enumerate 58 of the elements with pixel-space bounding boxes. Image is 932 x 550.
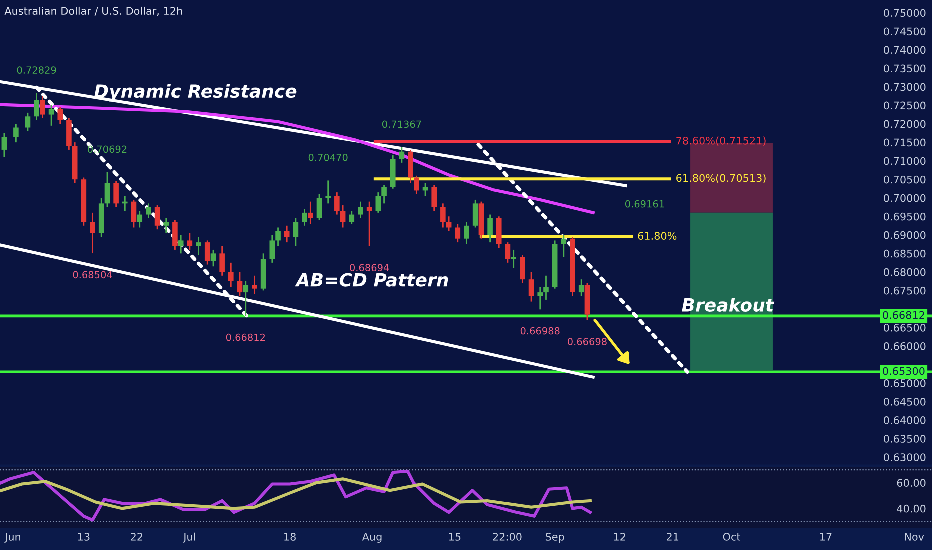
series-label: 78.60%(0.71521) — [676, 136, 766, 146]
y-tick-label: 0.64000 — [884, 416, 926, 424]
y-tick-label: 0.75000 — [884, 9, 926, 18]
x-tick-label: 12 — [614, 533, 626, 541]
y-tick-label: 0.72000 — [884, 120, 926, 128]
y-tick-label: 0.67500 — [884, 286, 926, 295]
y-tick-label: 40.00 — [897, 504, 926, 513]
x-tick-label: Jul — [183, 532, 196, 543]
annotation: 0.66812 — [226, 334, 266, 342]
annotation: 0.68504 — [73, 271, 112, 279]
y-tick-label: 0.68500 — [884, 250, 926, 258]
x-tick-label: Sep — [546, 533, 564, 543]
annotation: Breakout — [682, 298, 775, 312]
annotation: 0.72829 — [17, 66, 56, 74]
x-tick-label: 17 — [820, 533, 832, 541]
annotation: Dynamic Resistance — [94, 84, 297, 102]
y-tick-label: 0.65000 — [884, 380, 926, 388]
y-tick-label: 0.73500 — [884, 64, 926, 73]
y-tick-label: 0.72500 — [884, 102, 926, 110]
y-tick-label: 0.71500 — [884, 138, 926, 147]
x-tick-label: 22 — [131, 533, 143, 541]
y-tick-label: 0.64500 — [884, 398, 926, 406]
annotation: 0.69161 — [625, 200, 664, 208]
y-tick-label: 60.00 — [897, 479, 926, 488]
x-tick-label: 22:00 — [493, 533, 522, 541]
x-tick-label: 18 — [284, 533, 296, 541]
y-tick-label: 0.68000 — [884, 268, 926, 276]
annotation: 0.70692 — [88, 146, 127, 154]
y-tick-label: 0.66500 — [884, 324, 926, 332]
ref-line-label: 0.66812 — [883, 311, 924, 320]
series-label: 61.80% — [638, 232, 677, 240]
x-tick-label: Oct — [723, 533, 741, 541]
annotation: 0.71367 — [382, 120, 422, 128]
x-tick-label: Jun — [4, 533, 21, 543]
annotation: 0.66988 — [520, 327, 560, 335]
x-tick-label: Aug — [362, 533, 382, 543]
y-tick-label: 0.70000 — [884, 194, 926, 202]
annotation: 0.70470 — [308, 154, 348, 162]
x-tick-label: 15 — [449, 533, 461, 541]
y-tick-label: 0.63500 — [884, 435, 926, 443]
annotation: AB=CD Pattern — [295, 273, 448, 287]
annotation: 0.66698 — [568, 338, 607, 346]
ref-line-label: 0.65300 — [883, 367, 925, 376]
series-label: 61.80%(0.70513) — [676, 174, 766, 184]
y-tick-label: 0.71000 — [884, 157, 926, 166]
y-tick-label: 0.70500 — [884, 176, 926, 184]
x-tick-label: Nov — [905, 533, 924, 541]
y-tick-label: 0.74500 — [884, 28, 926, 36]
y-tick-label: 0.74000 — [884, 46, 926, 54]
y-tick-label: 0.63000 — [884, 454, 926, 462]
text: Australian Dollar / U.S. Dollar, 12h — [4, 6, 182, 16]
y-tick-label: 0.66000 — [884, 342, 926, 350]
y-tick-label: 0.73000 — [884, 83, 926, 92]
y-tick-label: 0.69500 — [884, 212, 926, 221]
x-tick-label: 21 — [667, 533, 679, 541]
x-tick-label: 13 — [78, 533, 90, 541]
annotation: 0.68694 — [350, 264, 390, 272]
y-tick-label: 0.69000 — [884, 231, 926, 240]
